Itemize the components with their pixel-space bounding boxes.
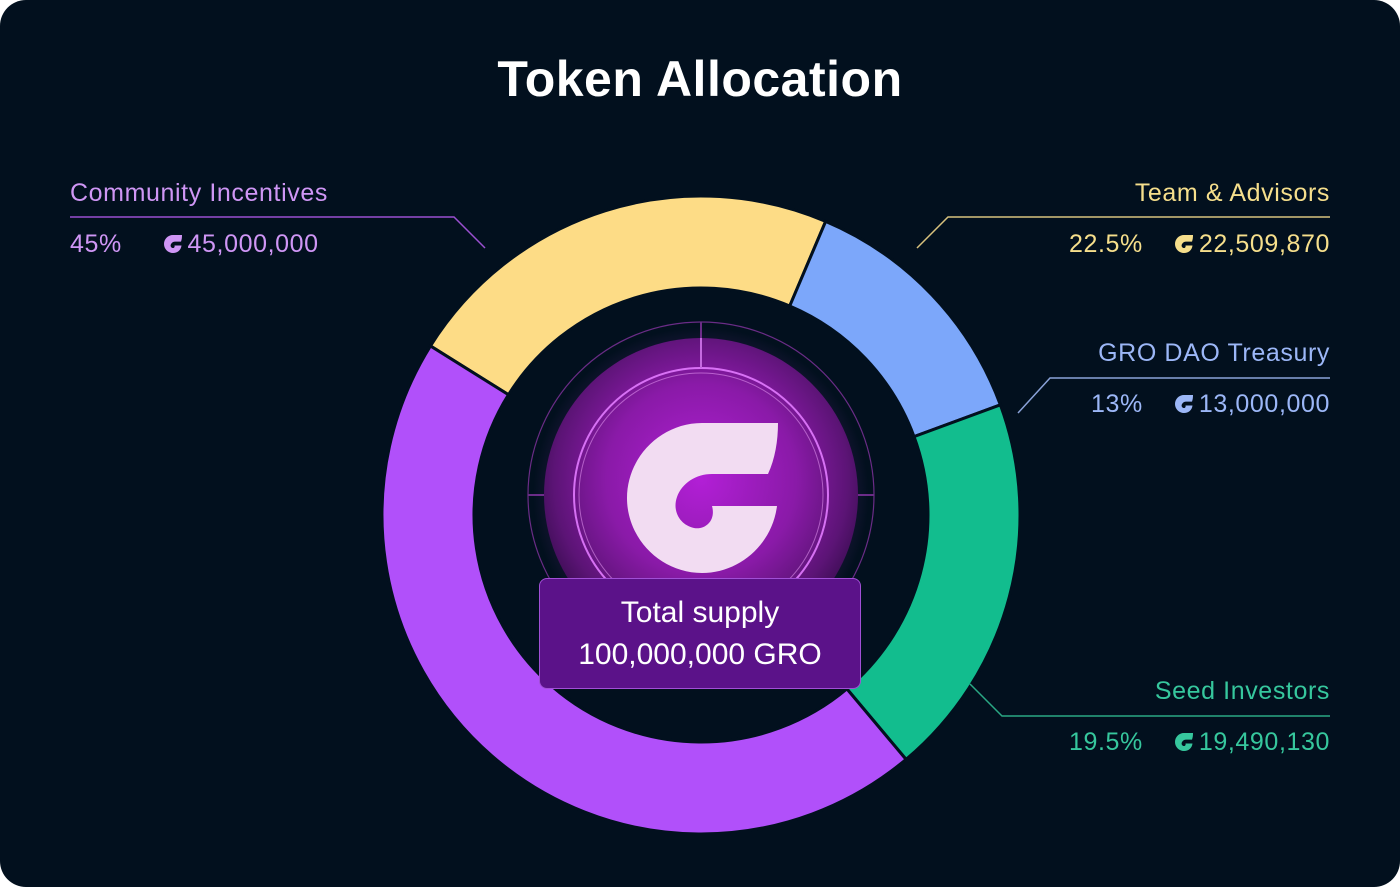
gro-token-icon (163, 235, 182, 253)
series-name-community: Community Incentives (70, 179, 328, 207)
donut-slice-team (428, 194, 828, 397)
callout-team: Team & Advisors 22.5% 22,509,870 (1069, 178, 1330, 259)
leader-line-community (70, 216, 486, 249)
leader-line-seed (969, 683, 1330, 717)
amount-team: 22,509,870 (1198, 230, 1330, 258)
series-name-team: Team & Advisors (1134, 179, 1330, 207)
callout-seed: Seed Investors 19.5% 19,490,130 (1069, 676, 1330, 757)
leader-line-treasury (1017, 377, 1330, 414)
percent-treasury: 13% (1091, 390, 1143, 418)
callout-treasury: GRO DAO Treasury 13% 13,000,000 (1091, 338, 1330, 419)
series-name-seed: Seed Investors (1154, 677, 1330, 705)
leader-line-team (916, 216, 1330, 249)
donut-slices (380, 194, 1022, 836)
chart-title: Token Allocation (497, 51, 903, 107)
amount-seed: 19,490,130 (1198, 728, 1330, 756)
callout-lines (70, 216, 1330, 717)
callout-community: Community Incentives 45% 45,000,000 (70, 178, 328, 259)
gro-token-icon (1174, 395, 1193, 413)
donut-slice-community (380, 343, 909, 836)
amount-community: 45,000,000 (187, 230, 319, 258)
total-supply-box: Total supply 100,000,000 GRO (539, 578, 861, 689)
gro-logo-icon (627, 423, 778, 573)
amount-treasury: 13,000,000 (1198, 390, 1330, 418)
donut-slice-seed (844, 402, 1022, 762)
total-supply-value: 100,000,000 GRO (578, 638, 822, 671)
gro-token-icon (1174, 733, 1193, 751)
percent-community: 45% (70, 230, 122, 258)
percent-team: 22.5% (1068, 230, 1143, 258)
total-supply-label: Total supply (620, 596, 780, 629)
percent-seed: 19.5% (1068, 728, 1143, 756)
series-name-treasury: GRO DAO Treasury (1098, 339, 1330, 367)
gro-token-icon (1174, 235, 1193, 253)
